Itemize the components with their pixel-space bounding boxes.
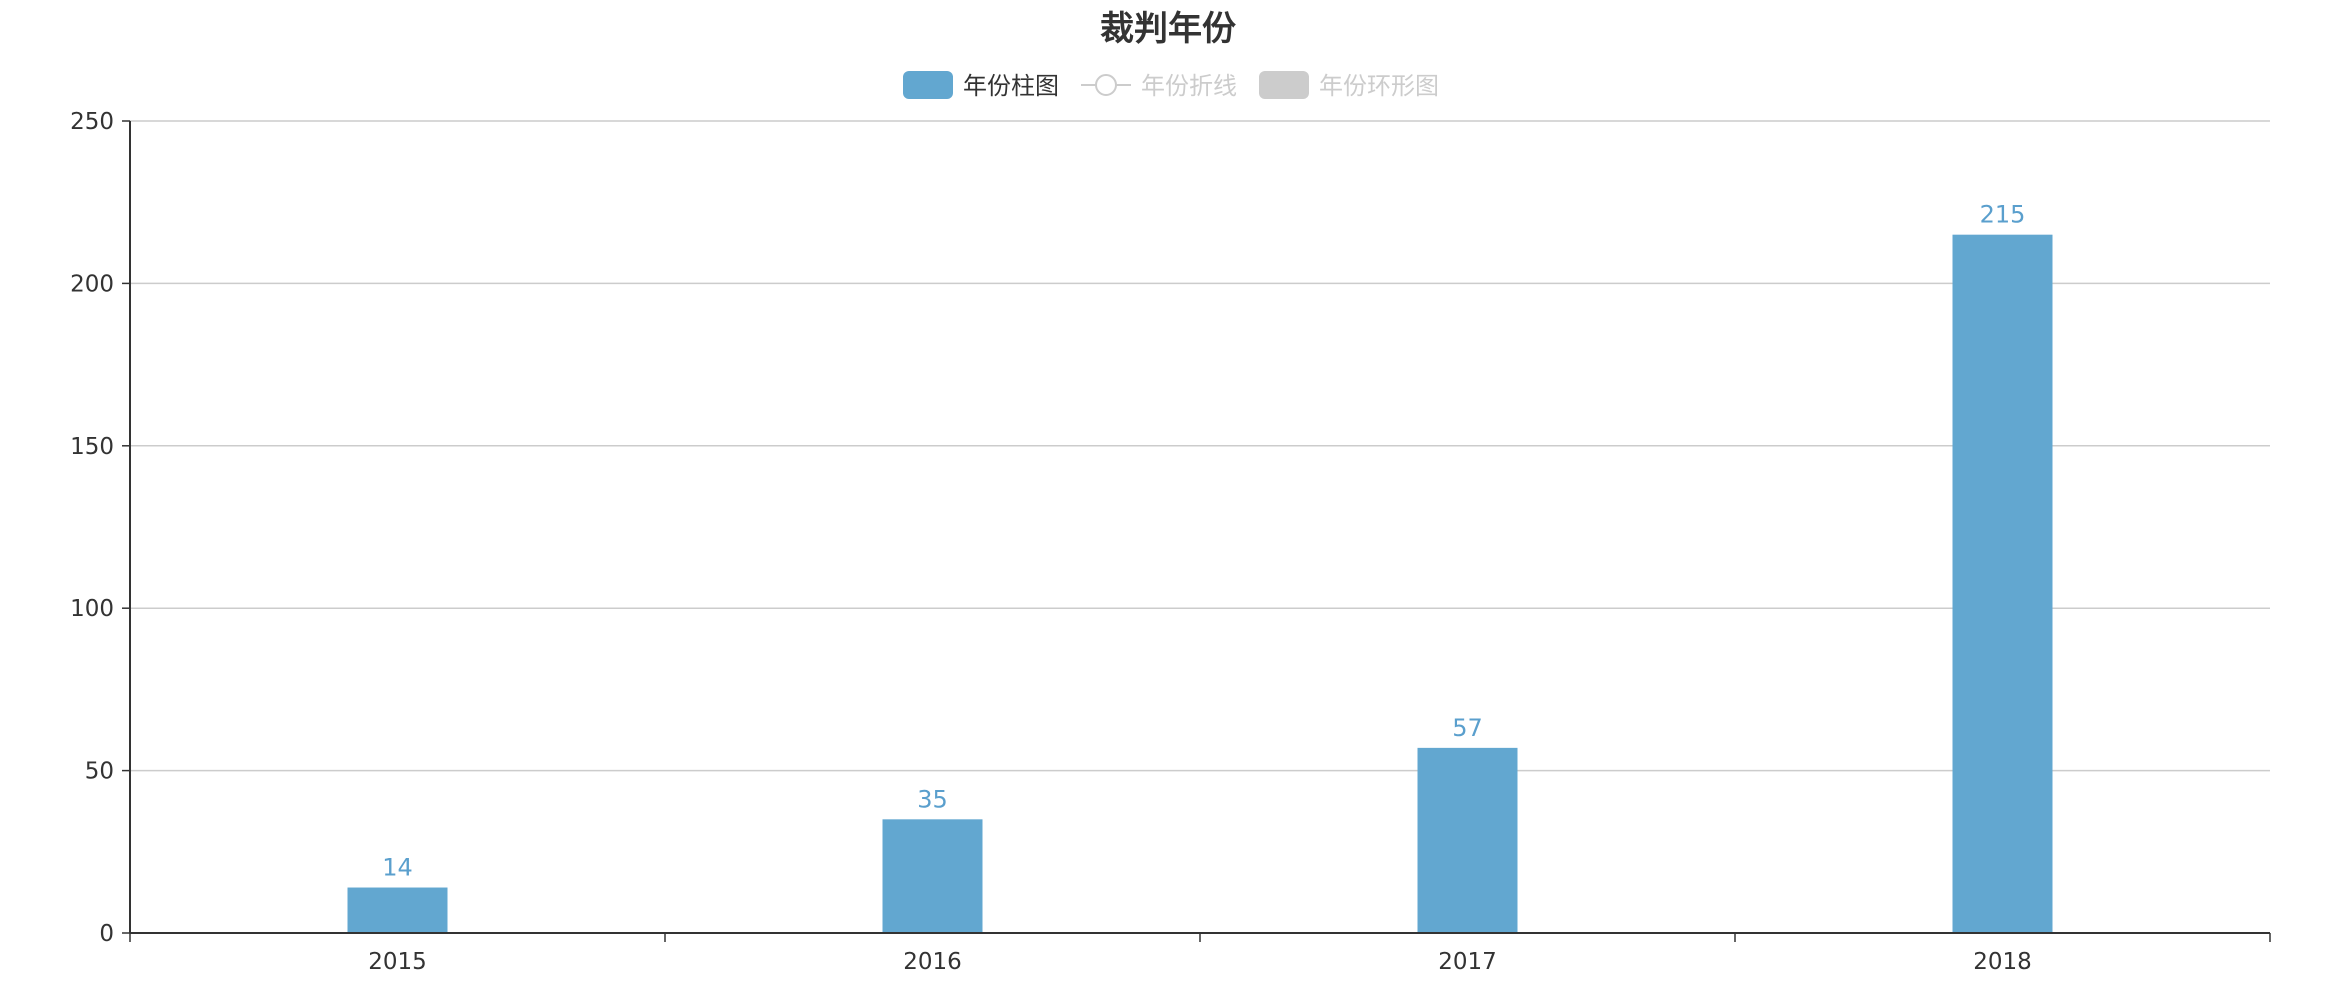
axes: 0 50 100 150 200 250 2015 2016 2017 2018 bbox=[70, 109, 2271, 975]
x-tick-label: 2017 bbox=[1438, 949, 1497, 975]
data-labels: 14 35 57 215 bbox=[382, 201, 2025, 882]
y-tick-label: 0 bbox=[99, 921, 114, 947]
bar-swatch-icon bbox=[903, 71, 953, 99]
data-label: 35 bbox=[917, 785, 948, 813]
legend: 年份柱图 年份折线 年份环形图 bbox=[903, 71, 1439, 100]
line-marker-icon bbox=[1095, 74, 1117, 96]
y-tick-label: 150 bbox=[70, 434, 114, 460]
legend-item[interactable]: 年份柱图 bbox=[903, 71, 1059, 100]
legend-label: 年份折线 bbox=[1141, 72, 1237, 100]
bar bbox=[1417, 747, 1518, 933]
legend-label: 年份环形图 bbox=[1319, 72, 1439, 100]
y-tick-label: 50 bbox=[85, 759, 114, 785]
ring-swatch-icon bbox=[1259, 71, 1309, 99]
legend-item[interactable]: 年份折线 bbox=[1081, 72, 1237, 100]
bar bbox=[1952, 234, 2053, 933]
x-tick-label: 2018 bbox=[1973, 949, 2032, 975]
grid-lines bbox=[130, 120, 2270, 772]
data-label: 14 bbox=[382, 854, 413, 882]
data-label: 57 bbox=[1452, 714, 1483, 742]
x-tick-label: 2016 bbox=[903, 949, 962, 975]
x-tick-label: 2015 bbox=[368, 949, 427, 975]
legend-item[interactable]: 年份环形图 bbox=[1259, 71, 1439, 100]
y-tick-label: 250 bbox=[70, 109, 114, 135]
chart-title: 裁判年份 bbox=[1100, 9, 1236, 49]
bar bbox=[347, 887, 448, 933]
legend-label: 年份柱图 bbox=[963, 72, 1059, 100]
data-label: 215 bbox=[1980, 201, 2026, 229]
bar-series bbox=[347, 234, 2053, 933]
bar bbox=[882, 819, 983, 933]
y-tick-label: 200 bbox=[70, 271, 114, 297]
y-tick-label: 100 bbox=[70, 596, 114, 622]
